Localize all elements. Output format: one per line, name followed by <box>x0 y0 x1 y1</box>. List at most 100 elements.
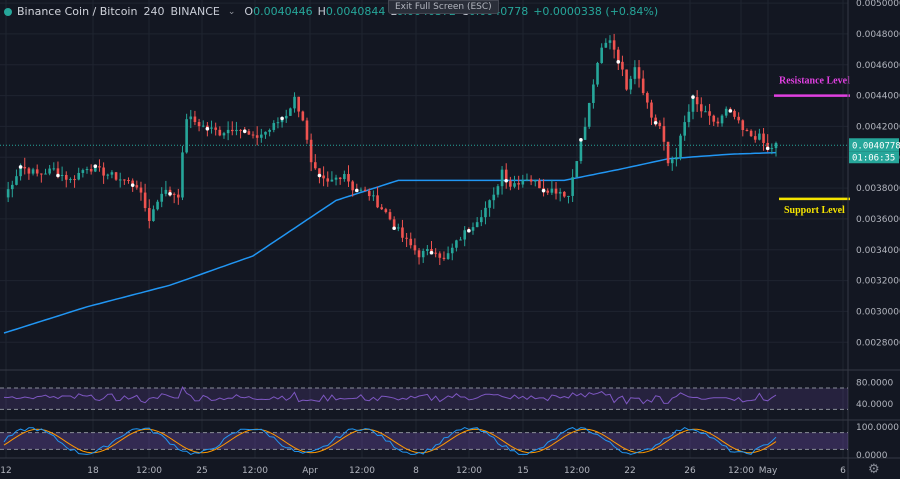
levels-layer: Resistance Level Support Level <box>774 76 850 216</box>
candle-body <box>608 40 612 43</box>
last-price-tag-bg <box>849 138 899 152</box>
candle-body <box>102 167 105 176</box>
candle-body <box>367 190 371 197</box>
candle-marker <box>93 164 98 168</box>
gear-icon[interactable]: ⚙ <box>868 462 880 477</box>
candle-body <box>517 183 520 185</box>
candle-body <box>235 129 238 132</box>
candle-marker <box>691 95 695 99</box>
candle-marker <box>653 120 658 125</box>
candle-body <box>230 129 234 132</box>
candle-body <box>168 189 172 194</box>
candle-body <box>679 135 682 158</box>
open-value: 0.0040446 <box>253 5 313 18</box>
candle-body <box>450 247 454 254</box>
candle-body <box>318 168 321 176</box>
time-tick-label: 25 <box>196 466 207 476</box>
candle-body <box>123 179 126 181</box>
candle-body <box>550 188 554 193</box>
candle-body <box>509 180 512 187</box>
candle-body <box>388 212 392 220</box>
symbol-name[interactable]: Binance Coin / Bitcoin <box>17 5 138 18</box>
candle-body <box>405 237 408 239</box>
candle-body <box>218 129 222 136</box>
candle-body <box>40 173 43 175</box>
candle-body <box>621 61 624 70</box>
candle-body <box>114 172 118 180</box>
candle-body <box>770 148 774 150</box>
candle-body <box>156 201 159 210</box>
candle-body <box>106 174 110 176</box>
candle-marker <box>765 146 770 151</box>
candle-body <box>484 207 487 218</box>
open-label: O <box>244 5 254 18</box>
time-tick-label: 12:00 <box>564 466 590 476</box>
time-tick-label: 12:00 <box>456 466 482 476</box>
candle-body <box>193 116 197 123</box>
candle-body <box>351 181 354 191</box>
candle-body <box>397 227 400 229</box>
candle-body <box>363 189 367 191</box>
time-tick-label: 22 <box>624 466 635 476</box>
candle-body <box>289 108 292 116</box>
candle-body <box>251 134 255 136</box>
candle-body <box>579 139 583 162</box>
candle-body <box>753 136 757 140</box>
candle-marker <box>56 173 60 178</box>
candle-body <box>529 179 533 182</box>
candle-body <box>417 250 421 258</box>
candle-body <box>35 169 39 174</box>
candle-body <box>426 249 429 251</box>
candle-marker <box>579 138 583 142</box>
candle-body <box>434 252 437 254</box>
timeframe[interactable]: 240 <box>143 5 165 18</box>
candle-body <box>164 189 168 194</box>
candle-marker <box>728 109 733 113</box>
price-tick-label: 0.0030000 <box>856 307 900 317</box>
candle-body <box>64 174 68 180</box>
price-tick-label: 0.0034000 <box>856 246 900 256</box>
change-value: +0.0000338 (+0.84%) <box>533 5 659 18</box>
candle-body <box>376 195 379 208</box>
status-dot-icon <box>4 7 12 16</box>
candle-body <box>160 193 164 202</box>
candle-body <box>181 152 184 198</box>
candle-body <box>264 131 267 135</box>
candle-body <box>143 192 147 209</box>
candle-body <box>625 69 628 90</box>
candle-body <box>662 126 666 142</box>
time-tick-label: 12:00 <box>349 466 375 476</box>
candle-body <box>89 168 93 172</box>
candle-body <box>272 123 276 130</box>
candle-body <box>11 184 14 190</box>
candle-marker <box>130 183 135 187</box>
candle-body <box>691 97 695 112</box>
candle-body <box>459 239 462 241</box>
candle-body <box>401 227 404 238</box>
candle-body <box>81 170 85 173</box>
candle-body <box>139 187 143 193</box>
candle-body <box>276 122 280 124</box>
candle-body <box>716 121 720 124</box>
candle-body <box>60 174 64 176</box>
candle-body <box>255 135 259 138</box>
candle-body <box>563 191 566 197</box>
candle-body <box>44 173 47 175</box>
candle-body <box>260 134 263 138</box>
stoch-tick-label: 0.0000 <box>856 451 888 461</box>
candle-body <box>330 179 334 182</box>
candle-body <box>687 111 691 123</box>
candle-body <box>521 180 525 185</box>
time-tick-label: Apr <box>302 466 318 476</box>
stoch-d-line <box>3 428 777 454</box>
candle-body <box>475 222 479 228</box>
chevron-down-icon[interactable]: ⌄ <box>227 6 236 17</box>
candle-body <box>766 142 769 149</box>
exchange: BINANCE <box>170 5 220 18</box>
candle-body <box>118 179 122 181</box>
candle-body <box>724 108 728 116</box>
candle-body <box>305 120 309 140</box>
exit-fullscreen-button[interactable]: Exit Full Screen (ESC) <box>388 0 499 14</box>
grid <box>0 0 848 458</box>
